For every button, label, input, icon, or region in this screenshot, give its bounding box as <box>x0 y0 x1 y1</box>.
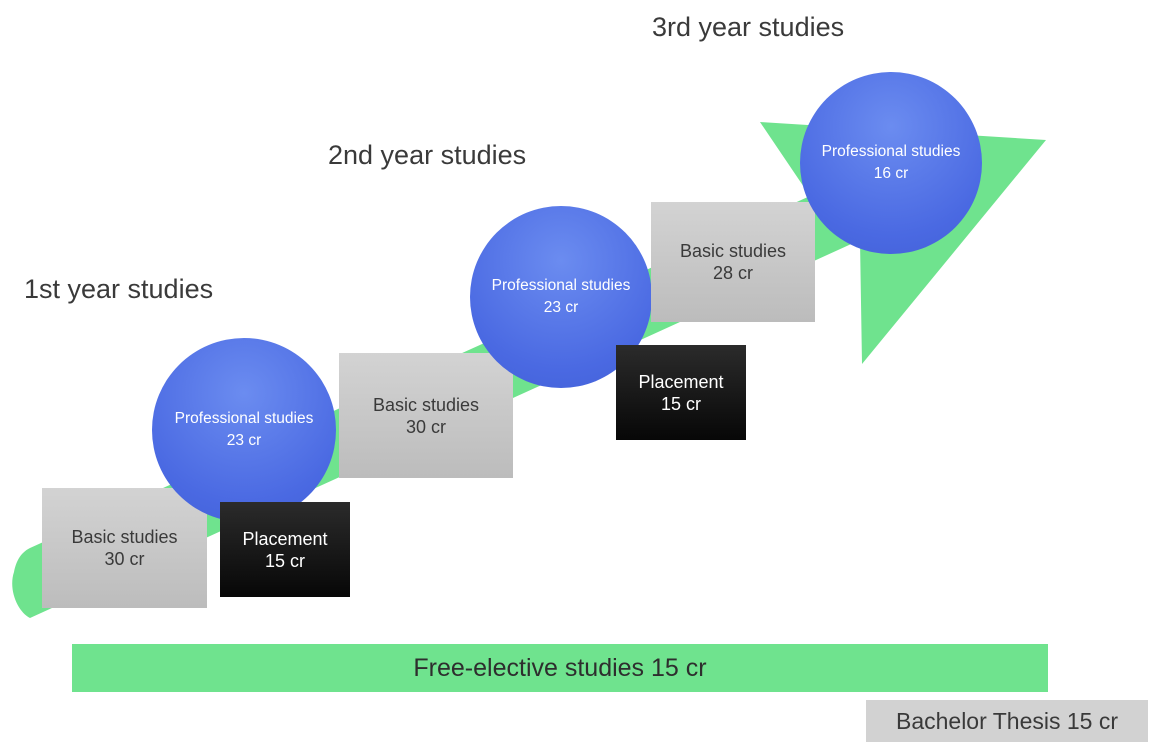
year1-placement-title: Placement <box>242 528 328 549</box>
year1-label: 1st year studies <box>24 274 214 304</box>
year2-basic-title: Basic studies <box>372 394 480 415</box>
year2-basic-studies: Basic studies 30 cr <box>339 353 513 478</box>
year1-basic-studies: Basic studies 30 cr <box>42 488 207 608</box>
year1-placement-credits: 15 cr <box>264 550 306 571</box>
year1-professional-studies: Professional studies 23 cr <box>152 338 336 522</box>
year1-placement: Placement 15 cr <box>220 502 350 597</box>
year3-professional-credits: 16 cr <box>873 165 909 182</box>
year3-basic-credits: 28 cr <box>712 263 754 283</box>
year2-professional-credits: 23 cr <box>543 299 579 316</box>
year1-basic-credits: 30 cr <box>104 549 145 569</box>
free-elective-label: Free-elective studies 15 cr <box>413 653 707 682</box>
year3-basic-title: Basic studies <box>679 241 787 261</box>
year2-label: 2nd year studies <box>328 140 527 170</box>
bachelor-thesis-bar: Bachelor Thesis 15 cr <box>866 700 1148 742</box>
free-elective-bar: Free-elective studies 15 cr <box>72 644 1048 692</box>
year1-professional-credits: 23 cr <box>226 432 262 449</box>
year2-basic-credits: 30 cr <box>405 416 447 437</box>
year3-label: 3rd year studies <box>652 12 845 42</box>
year1-professional-title: Professional studies <box>174 410 314 427</box>
year3-professional-title: Professional studies <box>821 143 961 160</box>
year2-placement: Placement 15 cr <box>616 345 746 440</box>
year2-professional-title: Professional studies <box>491 277 631 294</box>
year3-professional-studies: Professional studies 16 cr <box>800 72 982 254</box>
year2-placement-credits: 15 cr <box>660 393 702 414</box>
bachelor-thesis-label: Bachelor Thesis 15 cr <box>895 707 1118 734</box>
year3-basic-studies: Basic studies 28 cr <box>651 202 815 322</box>
year2-placement-title: Placement <box>638 371 724 392</box>
year1-basic-title: Basic studies <box>71 527 178 547</box>
